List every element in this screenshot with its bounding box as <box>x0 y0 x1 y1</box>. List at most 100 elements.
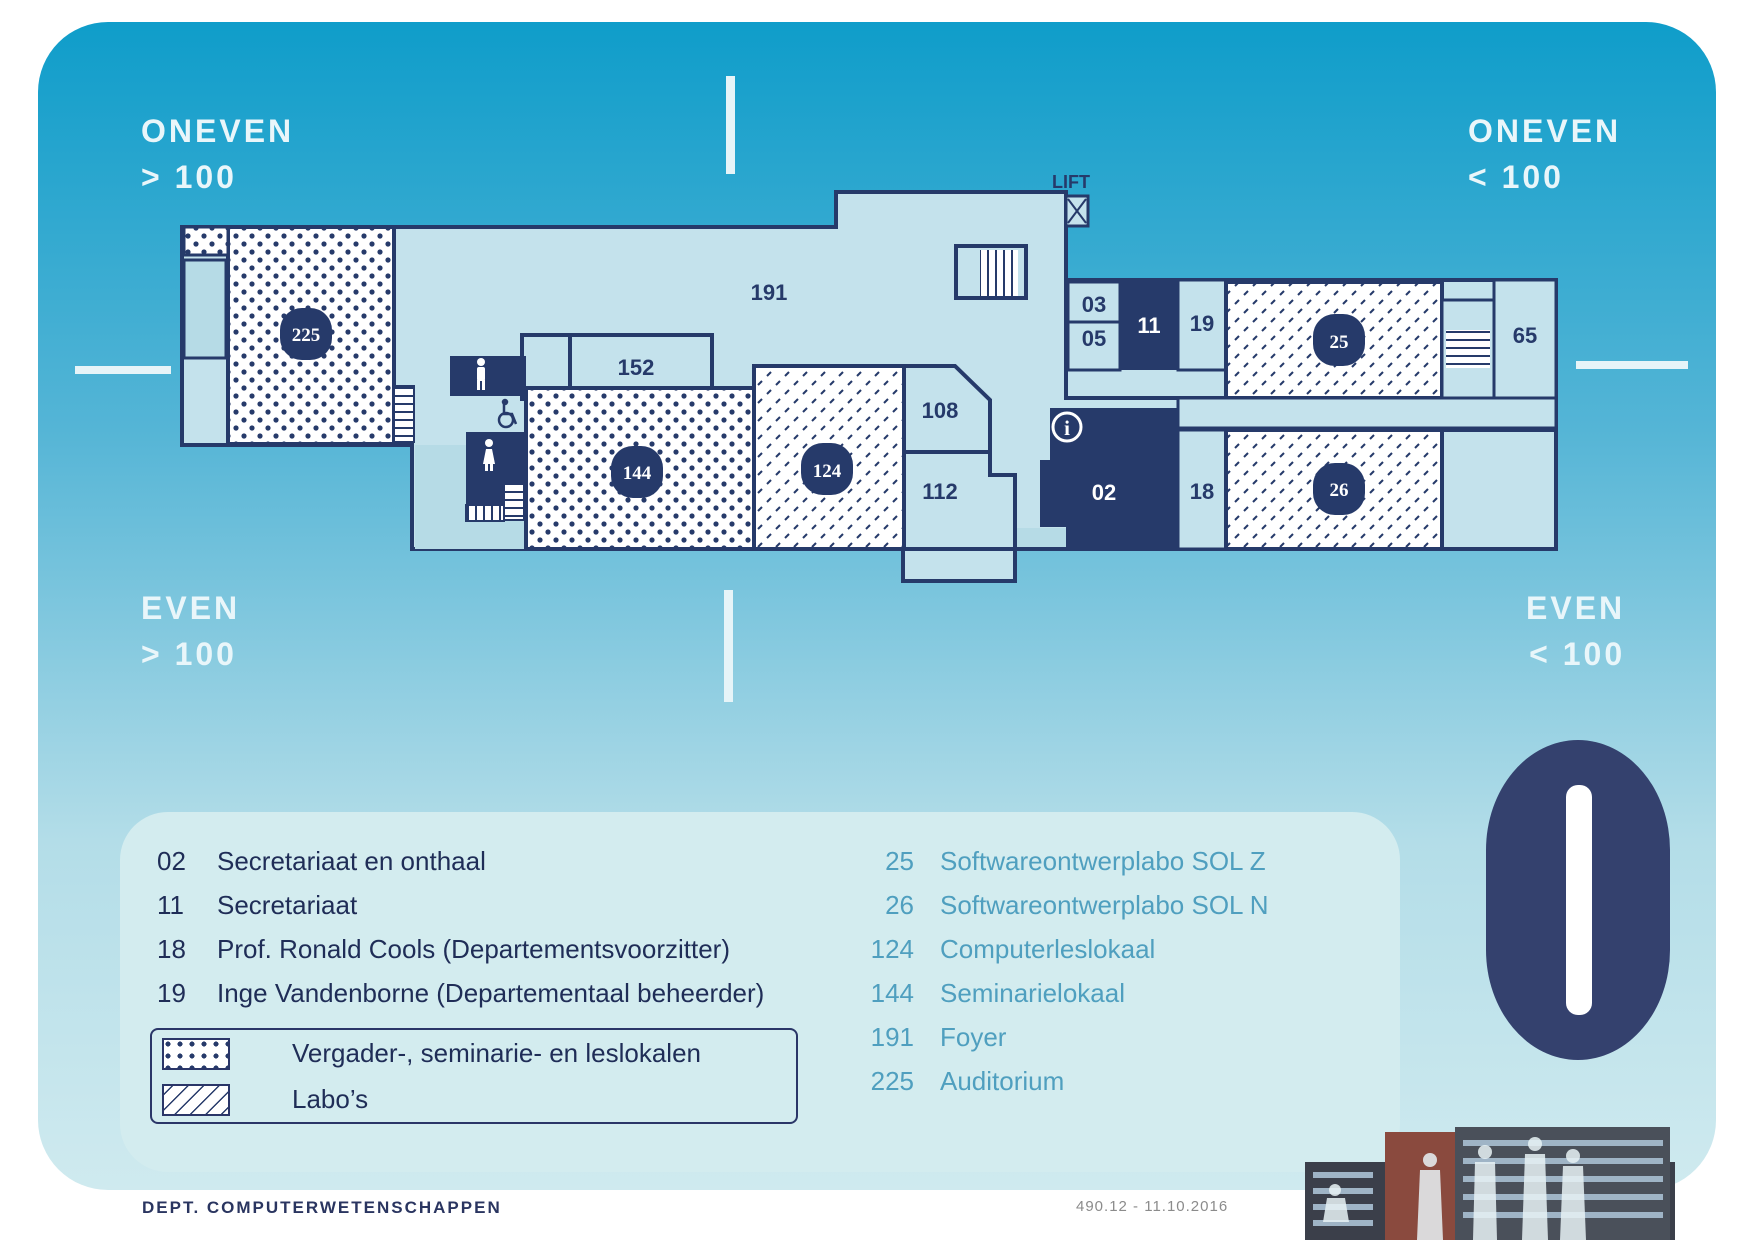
corridor-gap <box>1014 528 1066 547</box>
stairs-191-steps <box>980 250 1018 296</box>
legend-panel <box>120 812 1400 1172</box>
room-label-18: 18 <box>1190 479 1214 504</box>
room-05 <box>1066 320 1122 372</box>
left-corridor <box>182 258 228 360</box>
quadrant-range: < 100 <box>1468 159 1564 195</box>
room-225-top-strip <box>182 225 230 257</box>
legend-left-item: 11 Secretariaat <box>157 890 357 921</box>
legend-right-item: 144 Seminarielokaal <box>854 978 1125 1009</box>
legend-text: Computerleslokaal <box>940 934 1156 964</box>
quadrant-even-below-100: EVEN < 100 <box>1526 585 1625 677</box>
toilet-men <box>450 356 526 396</box>
floor-number-counter <box>1566 785 1592 1015</box>
legend-right-item: 124 Computerleslokaal <box>854 934 1156 965</box>
room-112 <box>902 450 1017 551</box>
legend-text: Secretariaat en onthaal <box>217 846 486 876</box>
legend-num: 18 <box>157 934 186 964</box>
quadrant-range: > 100 <box>141 159 237 195</box>
legend-text: Secretariaat <box>217 890 358 920</box>
quadrant-range: < 100 <box>1529 636 1626 672</box>
document-code: 490.12 - 11.10.2016 <box>1076 1198 1229 1215</box>
badge-26 <box>1313 463 1365 515</box>
room-label-225: 225 <box>292 325 321 346</box>
room-11 <box>1120 280 1178 370</box>
room-right-end <box>1440 428 1558 551</box>
key-meeting-rooms: Vergader-, seminarie- en leslokalen <box>292 1038 701 1068</box>
quadrant-label: EVEN <box>141 590 241 626</box>
legend-text: Auditorium <box>940 1066 1065 1096</box>
legend-num: 124 <box>870 934 914 964</box>
wheelchair-icon <box>497 398 518 429</box>
legend-text: Softwareontwerplabo SOL Z <box>940 846 1266 876</box>
stairs-toilet-side <box>503 481 525 521</box>
badge-144 <box>611 446 663 498</box>
quadrant-even-above-100: EVEN > 100 <box>141 585 240 677</box>
quadrant-odd-below-100: ONEVEN < 100 <box>1468 108 1621 200</box>
building-photo <box>1305 1127 1675 1240</box>
axis-tick-top <box>726 76 735 174</box>
toilet-women-icon <box>483 439 495 471</box>
room-label-05: 05 <box>1082 326 1106 351</box>
legend-num: 19 <box>157 978 186 1008</box>
room-label-108: 108 <box>922 398 959 423</box>
quadrant-odd-above-100: ONEVEN > 100 <box>141 108 294 200</box>
lift-label: LIFT <box>1052 172 1090 192</box>
toilet-men-icon <box>477 358 485 390</box>
room-label-19: 19 <box>1190 311 1214 336</box>
legend-right-item: 25 Softwareontwerplabo SOL Z <box>854 846 1266 877</box>
room-label-25: 25 <box>1330 332 1349 353</box>
quadrant-label: ONEVEN <box>1468 113 1622 149</box>
legend-left-item: 02 Secretariaat en onthaal <box>157 846 486 877</box>
legend-left-item: 19 Inge Vandenborne (Departementaal behee… <box>157 978 764 1009</box>
room-label-26: 26 <box>1330 480 1349 501</box>
swatch-dots <box>162 1038 230 1070</box>
legend-num: 26 <box>885 890 914 920</box>
legend-right-item: 225 Auditorium <box>854 1066 1065 1097</box>
swatch-dashes <box>162 1084 230 1116</box>
axis-tick-bottom <box>724 590 733 702</box>
legend-right-item: 26 Softwareontwerplabo SOL N <box>854 890 1269 921</box>
key-labs: Labo’s <box>292 1084 369 1114</box>
badge-25 <box>1313 314 1365 366</box>
room-02 <box>1040 408 1178 549</box>
legend-num: 144 <box>870 978 914 1008</box>
room-label-191: 191 <box>751 280 788 305</box>
department-name: DEPT. COMPUTERWETENSCHAPPEN <box>142 1198 502 1217</box>
legend-num: 02 <box>157 846 186 876</box>
quadrant-label: EVEN <box>1526 590 1626 626</box>
legend-num: 191 <box>870 1022 914 1052</box>
badge-225 <box>280 308 332 360</box>
legend-text: Foyer <box>940 1022 1007 1052</box>
room-label-144: 144 <box>623 463 652 484</box>
stairs-25-steps <box>1446 330 1490 368</box>
legend-text: Softwareontwerplabo SOL N <box>940 890 1269 920</box>
room-label-03: 03 <box>1082 292 1106 317</box>
axis-tick-left <box>75 366 171 374</box>
legend-left-item: 18 Prof. Ronald Cools (Departementsvoorzi… <box>157 934 730 965</box>
room-label-11: 11 <box>1137 313 1160 338</box>
room-label-65: 65 <box>1513 323 1537 348</box>
room-108 <box>902 364 992 454</box>
info-icon: i <box>1051 411 1083 443</box>
stairs-225 <box>393 385 415 443</box>
pattern-key <box>150 1028 798 1124</box>
legend-num: 11 <box>157 890 184 920</box>
legend-text: Seminarielokaal <box>940 978 1125 1008</box>
legend-num: 25 <box>885 846 914 876</box>
legend-text: Prof. Ronald Cools (Departementsvoorzitt… <box>217 934 730 964</box>
legend-text: Inge Vandenborne (Departementaal beheerd… <box>217 978 765 1008</box>
badge-124 <box>801 443 853 495</box>
legend-right-item: 191 Foyer <box>854 1022 1007 1053</box>
lift-cross-2 <box>1067 198 1087 224</box>
room-label-02: 02 <box>1092 480 1116 505</box>
axis-tick-right <box>1576 361 1688 369</box>
room-label-152: 152 <box>618 355 655 380</box>
legend-num: 225 <box>870 1066 914 1096</box>
stairs-toilet <box>465 504 505 522</box>
right-corridor <box>1176 396 1558 430</box>
svg-text:i: i <box>1064 416 1070 440</box>
room-label-124: 124 <box>813 461 842 482</box>
quadrant-label: ONEVEN <box>141 113 295 149</box>
room-label-112: 112 <box>922 479 958 504</box>
